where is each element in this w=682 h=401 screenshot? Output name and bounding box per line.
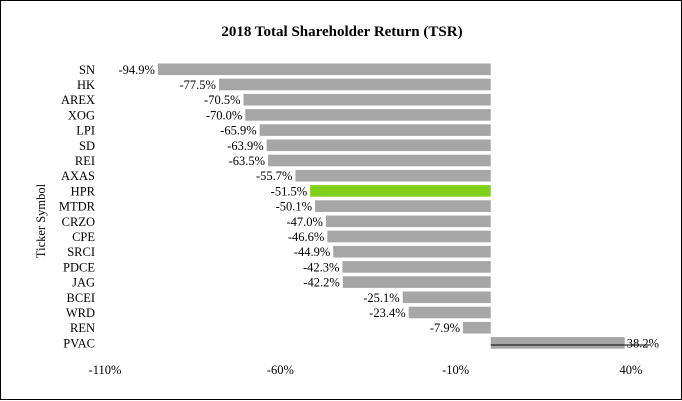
category-label-crzo: CRZO xyxy=(62,215,95,229)
data-labels: -94.9% -77.5%-70.5%-70.0% -65.9%-63.9%-63.… xyxy=(118,63,658,351)
data-label-lpi: -65.9% xyxy=(220,124,256,138)
category-label-hpr: HPR xyxy=(71,184,96,198)
data-label-hk: -77.5% xyxy=(180,78,216,92)
category-label-wrd: WRD xyxy=(66,306,95,320)
data-label-sn: -94.9% xyxy=(118,63,154,77)
data-label-crzo: -47.0% xyxy=(286,215,322,229)
category-label-jag: JAG xyxy=(72,276,95,290)
bar-mtdr xyxy=(315,200,491,212)
category-label-hk: HK xyxy=(77,78,95,92)
category-label-sn: SN xyxy=(79,63,95,77)
bar-pdce xyxy=(342,261,491,273)
category-label-pvac: PVAC xyxy=(63,336,95,350)
data-label-jag: -42.2% xyxy=(303,276,339,290)
bar-wrd xyxy=(408,306,491,319)
data-label-srci: -44.9% xyxy=(294,245,330,259)
x-tick-label: -110% xyxy=(89,363,122,377)
bar-arex xyxy=(243,93,491,106)
data-label-ren: -7.9% xyxy=(430,321,460,335)
data-label-mtdr: -50.1% xyxy=(276,200,312,214)
data-label-pdce: -42.3% xyxy=(303,260,339,274)
category-label-lpi: LPI xyxy=(76,124,95,138)
data-label-wrd: -23.4% xyxy=(369,306,405,320)
bar-srci xyxy=(333,245,491,258)
bar-hk xyxy=(218,78,491,91)
bar-sd xyxy=(266,139,491,152)
category-label-ren: REN xyxy=(70,321,95,335)
category-label-bcei: BCEI xyxy=(67,291,95,305)
data-label-cpe: -46.6% xyxy=(288,230,324,244)
x-tick-label: -60% xyxy=(267,363,294,377)
data-label-rei: -63.5% xyxy=(229,154,265,168)
category-label-mtdr: MTDR xyxy=(59,200,96,214)
bar-pvac xyxy=(490,337,625,349)
category-label-cpe: CPE xyxy=(72,230,95,244)
y-axis-label: Ticker Symbol xyxy=(34,183,48,258)
bar-hpr xyxy=(310,185,491,197)
category-label-axas: AXAS xyxy=(61,169,95,183)
category-label-arex: AREX xyxy=(61,93,95,107)
data-label-hpr: -51.5% xyxy=(271,184,307,198)
x-tick-label: 40% xyxy=(620,363,643,377)
category-label-srci: SRCI xyxy=(67,245,95,259)
bar-cpe xyxy=(327,230,491,243)
bar-bcei xyxy=(402,291,491,304)
data-label-sd: -63.9% xyxy=(227,139,263,153)
category-label-sd: SD xyxy=(79,139,95,153)
bar-ren xyxy=(463,321,491,334)
data-label-bcei: -25.1% xyxy=(363,291,399,305)
chart-title: 2018 Total Shareholder Return (TSR) xyxy=(221,24,462,40)
data-label-xog: -70.0% xyxy=(206,108,242,122)
x-tick-label: -10% xyxy=(442,363,469,377)
bar-lpi xyxy=(259,124,491,136)
bar-crzo xyxy=(325,215,491,228)
data-label-axas: -55.7% xyxy=(256,169,292,183)
category-label-rei: REI xyxy=(75,154,95,168)
data-label-pvac: 38.2% xyxy=(627,336,659,350)
category-label-pdce: PDCE xyxy=(63,260,95,274)
category-label-xog: XOG xyxy=(68,108,95,122)
data-label-arex: -70.5% xyxy=(204,93,240,107)
bar-jag xyxy=(342,276,491,288)
bar-rei xyxy=(268,154,491,167)
bars-layer xyxy=(157,63,625,349)
bar-axas xyxy=(295,169,491,182)
x-axis: -110% -60% -10% 40% xyxy=(89,344,651,377)
bar-xog xyxy=(245,109,491,121)
bar-sn xyxy=(157,63,491,76)
